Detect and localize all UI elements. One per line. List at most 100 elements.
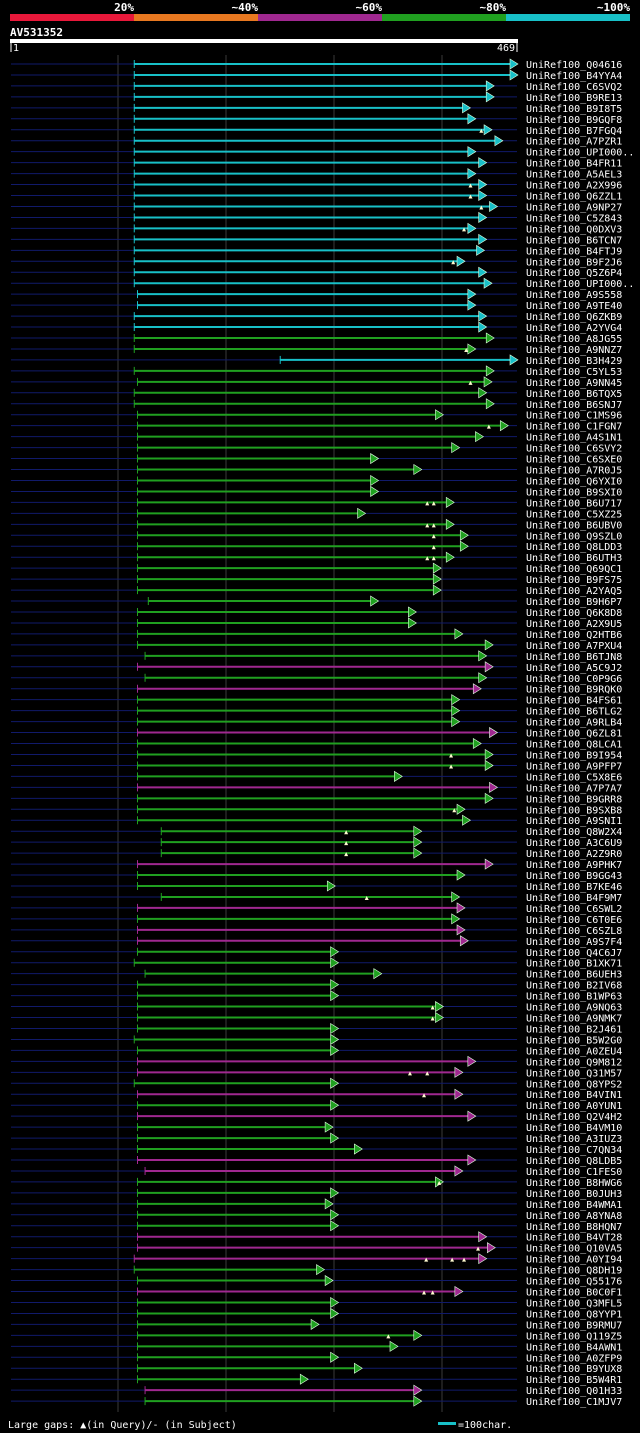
hit-end-arrow xyxy=(478,672,488,684)
hit-label: UniRef100_B4F9M7 xyxy=(526,893,622,904)
hit-row: UniRef100_C6T0E6 xyxy=(11,913,622,926)
hit-row: UniRef100_Q8YPS2 xyxy=(11,1077,622,1090)
hit-row: UniRef100_Q6ZKB9 xyxy=(11,310,622,323)
hit-row: UniRef100_Q0DXV3 xyxy=(11,222,622,235)
hit-end-arrow xyxy=(330,1307,340,1319)
hit-label: UniRef100_B6TQX5 xyxy=(526,389,622,400)
legend-label-2: ~60% xyxy=(356,1,383,14)
hit-label: UniRef100_A9SNI1 xyxy=(526,816,622,827)
legend-bar-1 xyxy=(134,14,258,21)
hit-end-arrow xyxy=(478,179,488,191)
hit-label: UniRef100_A9PFP7 xyxy=(526,761,622,772)
hit-row: UniRef100_B0JUH3 xyxy=(11,1187,622,1200)
hit-label: UniRef100_B3H429 xyxy=(526,356,622,367)
hit-row: UniRef100_B6UBV0 xyxy=(11,518,622,531)
hit-label: UniRef100_Q6ZL81 xyxy=(526,729,622,740)
hit-label: UniRef100_B4WMA1 xyxy=(526,1200,622,1211)
hit-end-arrow xyxy=(494,135,504,147)
hit-row: UniRef100_B4AWN1 xyxy=(11,1340,622,1353)
hit-row: UniRef100_C0P9G6 xyxy=(11,672,622,685)
hit-end-arrow xyxy=(478,189,488,202)
hit-label: UniRef100_A0ZFP9 xyxy=(526,1353,622,1364)
hit-end-arrow xyxy=(413,1329,423,1341)
hit-label: UniRef100_B4YYA4 xyxy=(526,71,622,82)
hit-row: UniRef100_A9NNZ7 xyxy=(11,343,622,356)
hit-label: UniRef100_B4FTJ9 xyxy=(526,246,622,257)
hit-label: UniRef100_A8JG55 xyxy=(526,334,622,345)
hit-end-arrow xyxy=(485,91,495,103)
hit-label: UniRef100_C0P9G6 xyxy=(526,674,622,685)
hit-end-arrow xyxy=(330,1187,340,1199)
gap-marker xyxy=(425,1071,430,1076)
hit-end-arrow xyxy=(472,683,482,695)
gap-marker xyxy=(431,534,436,539)
hit-end-arrow xyxy=(354,1362,363,1374)
hit-label: UniRef100_Q31M57 xyxy=(526,1068,622,1079)
hit-end-arrow xyxy=(330,1099,340,1111)
hit-label: UniRef100_C6SZL8 xyxy=(526,926,622,937)
hit-label: UniRef100_B6TJN8 xyxy=(526,652,622,663)
hit-end-arrow xyxy=(299,1373,309,1385)
hit-end-arrow xyxy=(394,770,403,782)
hit-end-arrow xyxy=(330,1351,340,1363)
gap-marker xyxy=(431,556,436,561)
gap-marker xyxy=(425,556,430,561)
hit-end-arrow xyxy=(330,1132,340,1144)
gap-marker xyxy=(462,227,467,232)
legend-bar-0 xyxy=(10,14,134,21)
hit-end-arrow xyxy=(462,102,471,114)
hit-end-arrow xyxy=(330,1209,340,1221)
hit-end-arrow xyxy=(330,1033,340,1045)
hit-label: UniRef100_Q2V4H2 xyxy=(526,1112,622,1123)
hit-label: UniRef100_Q6ZZL1 xyxy=(526,192,622,203)
hit-row: UniRef100_B6TCN7 xyxy=(11,233,622,246)
hit-label: UniRef100_C1FES0 xyxy=(526,1167,622,1178)
hit-row: UniRef100_C1MJV7 xyxy=(11,1395,622,1408)
gap-marker xyxy=(386,1334,391,1339)
hit-end-arrow xyxy=(484,639,494,651)
hit-label: UniRef100_A0YI94 xyxy=(526,1255,622,1266)
legend-label-4: ~100% xyxy=(597,1,630,14)
hit-label: UniRef100_C6SWL2 xyxy=(526,904,622,915)
hit-label: UniRef100_A9RLB4 xyxy=(526,718,622,729)
hit-row: UniRef100_A2YVG4 xyxy=(11,321,622,334)
hit-end-arrow xyxy=(467,146,477,158)
hit-end-arrow xyxy=(435,1011,444,1024)
gap-marker xyxy=(430,1016,435,1021)
hit-row: UniRef100_UPI000.. xyxy=(11,277,634,290)
hit-end-arrow xyxy=(330,1022,340,1035)
hit-label: UniRef100_B6UEH3 xyxy=(526,970,622,981)
gap-marker xyxy=(462,1257,467,1262)
hit-row: UniRef100_B2J461 xyxy=(11,1022,622,1035)
hit-end-arrow xyxy=(484,748,494,761)
hit-label: UniRef100_B6SNJ7 xyxy=(526,400,622,411)
hit-row: UniRef100_Q8LCA1 xyxy=(11,737,622,751)
hit-row: UniRef100_A8YNA8 xyxy=(11,1209,622,1222)
hit-label: UniRef100_B9F2J6 xyxy=(526,257,622,268)
gap-marker xyxy=(431,545,436,550)
legend-label-0: 20% xyxy=(114,1,134,14)
hit-end-arrow xyxy=(435,409,444,421)
hit-end-arrow xyxy=(485,80,495,92)
hit-end-arrow xyxy=(486,1242,496,1254)
hit-row: UniRef100_B6SNJ7 xyxy=(11,398,622,411)
hit-end-arrow xyxy=(478,233,488,245)
gap-marker xyxy=(464,347,469,352)
hit-label: UniRef100_B8HQN7 xyxy=(526,1222,622,1233)
hit-label: UniRef100_A9TE40 xyxy=(526,301,622,312)
hit-label: UniRef100_B9RQK0 xyxy=(526,685,622,696)
hit-row: UniRef100_B6UEH3 xyxy=(11,968,622,981)
hit-row: UniRef100_Q5Z6P4 xyxy=(11,266,622,279)
hit-end-arrow xyxy=(499,420,509,432)
hit-row: UniRef100_A7PXU4 xyxy=(11,639,622,652)
hit-label: UniRef100_Q8W2X4 xyxy=(526,827,622,838)
hit-end-arrow xyxy=(478,157,488,169)
hit-end-arrow xyxy=(478,387,488,399)
hit-row: UniRef100_B6UTH3 xyxy=(11,551,622,564)
hit-end-arrow xyxy=(456,902,466,914)
gap-marker xyxy=(451,260,456,265)
hit-row: UniRef100_C7QN34 xyxy=(11,1143,622,1156)
hit-label: UniRef100_A2X9U5 xyxy=(526,619,622,630)
hit-row: UniRef100_Q6ZL81 xyxy=(11,727,622,740)
hit-label: UniRef100_A9NP27 xyxy=(526,202,622,213)
